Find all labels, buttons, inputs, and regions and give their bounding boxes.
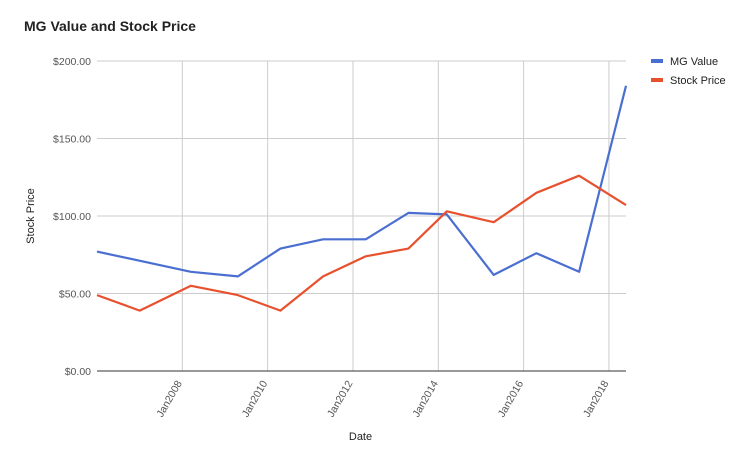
y-tick-label: $50.00 — [59, 289, 91, 301]
x-tick-label: Jan2012 — [325, 378, 356, 419]
x-tick-label: Jan2018 — [581, 378, 612, 419]
legend-label: Stock Price — [670, 75, 726, 87]
legend-swatch — [651, 78, 663, 82]
series-line-mg-value — [96, 85, 628, 278]
x-axis-title: Date — [349, 431, 372, 443]
x-tick-label: Jan2010 — [240, 378, 271, 419]
chart-title: MG Value and Stock Price — [24, 18, 196, 34]
y-tick-label: $200.00 — [53, 56, 91, 68]
legend-label: MG Value — [670, 56, 718, 68]
x-tick-label: Jan2016 — [496, 378, 527, 419]
y-tick-label: $150.00 — [53, 134, 91, 146]
y-tick-label: $100.00 — [53, 211, 91, 223]
legend-swatch — [651, 59, 663, 63]
y-tick-label: $0.00 — [65, 366, 91, 378]
series-line-stock-price — [96, 174, 627, 312]
x-tick-label: Jan2008 — [154, 378, 185, 419]
x-tick-label: Jan2014 — [410, 378, 441, 419]
y-axis-title: Stock Price — [25, 188, 37, 244]
